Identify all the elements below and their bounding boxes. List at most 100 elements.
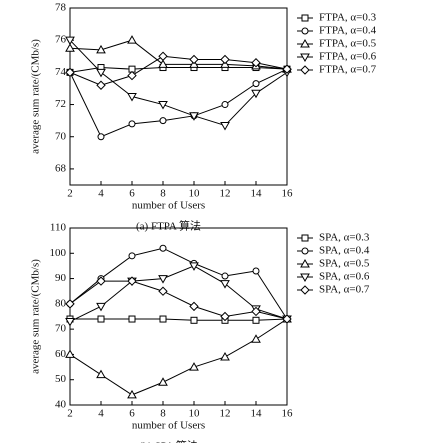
marker [96,302,106,312]
marker [300,273,310,283]
marker [128,315,136,323]
marker [300,285,310,295]
marker [127,93,137,102]
x-tick-label: 16 [282,188,294,200]
x-tick-label: 8 [160,188,166,200]
x-tick-label: 8 [160,408,166,420]
series-line [69,68,288,138]
x-tick-label: 4 [98,188,104,200]
series-line [69,318,288,396]
x-axis-label: number of Users [132,420,205,432]
marker [300,65,310,75]
marker [96,276,106,286]
marker [221,101,229,109]
y-tick-label: 90 [55,272,67,284]
x-axis-label: number of Users [132,200,205,212]
x-tick-label: 6 [129,188,135,200]
marker [158,286,168,296]
legend-label: FTPA, α=0.7 [319,64,377,76]
series-line [69,265,288,323]
x-tick-label: 16 [282,408,294,420]
marker [252,267,260,275]
y-tick-label: 76 [55,34,67,46]
marker [158,377,168,386]
x-tick-label: 12 [220,188,231,200]
y-tick-label: 60 [55,348,67,360]
legend-label: SPA, α=0.5 [319,258,370,270]
x-tick-label: 10 [189,408,201,420]
caption: (b) SPA 算法 [139,439,198,443]
marker [97,315,105,323]
x-tick-label: 10 [189,188,201,200]
marker [158,101,168,110]
marker [301,27,309,35]
y-tick-label: 70 [55,130,67,142]
marker [220,121,230,131]
x-tick-label: 2 [67,188,73,200]
series-line [69,39,288,127]
marker [301,14,309,22]
marker [128,120,136,128]
marker [127,276,137,286]
y-tick-label: 80 [55,297,67,309]
marker [190,316,198,324]
marker [158,51,168,61]
marker [251,58,261,68]
marker [220,351,230,361]
y-tick-label: 40 [55,399,67,411]
marker [65,43,75,52]
marker [252,316,260,324]
legend-label: SPA, α=0.3 [319,232,370,244]
marker [189,362,199,371]
marker [65,299,75,309]
marker [159,244,167,252]
marker [251,89,261,99]
marker [301,247,309,255]
marker [189,301,199,312]
plot-frame [69,7,288,186]
marker [220,311,230,322]
y-tick-label: 68 [55,162,67,174]
x-tick-label: 12 [220,408,231,420]
series-line [69,247,288,320]
marker [282,314,292,324]
legend-label: FTPA, α=0.3 [319,12,377,24]
marker [300,38,310,48]
y-tick-label: 70 [55,323,67,335]
marker [97,133,105,141]
marker [127,35,137,44]
x-tick-label: 4 [98,408,104,420]
legend-label: SPA, α=0.4 [319,245,370,257]
y-tick-label: 110 [50,222,67,234]
marker [65,67,75,78]
marker [96,369,106,379]
marker [96,68,106,78]
y-tick-label: 78 [55,2,67,14]
marker [65,36,75,46]
y-tick-label: 100 [50,247,67,259]
marker [189,54,199,65]
y-axis-label: average sum rate/(CMb/s) [30,259,42,374]
legend-label: FTPA, α=0.4 [319,25,377,37]
marker [127,389,137,399]
y-tick-label: 74 [55,66,67,78]
series-line [69,67,288,73]
marker [65,318,75,327]
marker [189,262,199,271]
marker [221,272,229,280]
y-axis-label: average sum rate/(CMb/s) [30,39,42,154]
x-tick-label: 6 [129,408,135,420]
marker [159,315,167,323]
marker [189,112,199,121]
marker [127,70,137,81]
marker [300,258,310,268]
x-tick-label: 14 [251,188,263,200]
marker [128,252,136,260]
legend-label: FTPA, α=0.5 [319,38,377,50]
marker [96,44,106,54]
marker [301,234,309,242]
x-tick-label: 14 [251,408,263,420]
marker [220,54,230,65]
legend-label: SPA, α=0.6 [319,271,370,283]
